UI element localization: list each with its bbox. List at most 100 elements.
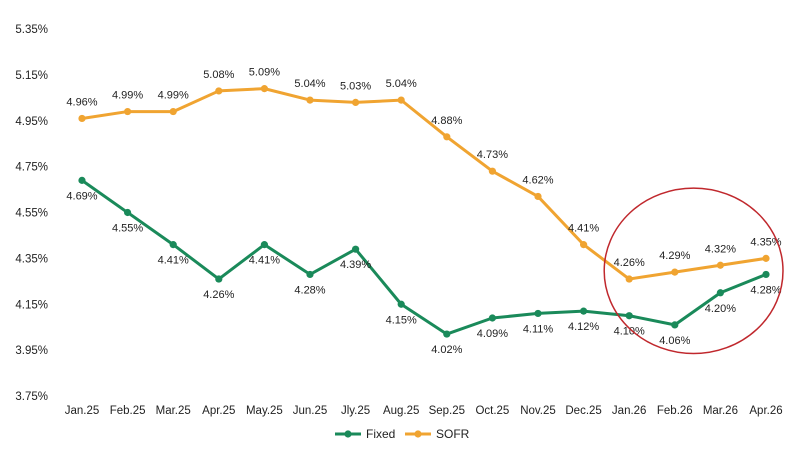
data-label-fixed: 4.41% [249, 255, 280, 267]
y-tick-label: 3.95% [15, 345, 48, 357]
legend-marker-fixed [344, 430, 352, 438]
series-line-sofr [80, 87, 768, 281]
series-line-fixed [80, 178, 768, 336]
data-point-fixed [671, 321, 679, 329]
x-axis: Jan.25 Feb.25 Mar.25 Apr.25 May.25 Jun.25 Jly.… [65, 405, 783, 417]
series-layer [78, 85, 770, 338]
data-point-fixed [625, 312, 633, 320]
legend-label-sofr: SOFR [436, 427, 470, 441]
data-label-fixed: 4.28% [294, 284, 325, 296]
y-axis: 3.75% 3.95% 4.15% 4.35% 4.55% 4.75% 4.95% 5.15%… [15, 24, 48, 403]
data-label-sofr: 4.35% [750, 236, 781, 248]
x-tick-label: Mar.25 [156, 405, 191, 417]
data-point-fixed [762, 270, 770, 279]
x-tick-label: Nov.25 [520, 405, 556, 417]
data-label-sofr: 4.62% [522, 174, 553, 186]
data-point-sofr [443, 133, 451, 141]
data-point-sofr [352, 98, 360, 106]
legend-marker-sofr [414, 430, 422, 438]
data-label-fixed: 4.15% [386, 314, 417, 326]
data-label-sofr: 5.09% [249, 67, 280, 79]
data-point-sofr [260, 85, 268, 93]
data-label-fixed: 4.02% [431, 344, 462, 356]
y-tick-label: 5.15% [15, 70, 48, 82]
x-tick-label: Oct.25 [475, 405, 509, 417]
data-label-fixed: 4.20% [705, 303, 736, 315]
data-label-sofr: 5.03% [340, 80, 371, 92]
data-label-sofr: 5.04% [386, 78, 417, 90]
data-label-fixed: 4.06% [659, 335, 690, 347]
data-point-fixed [534, 309, 542, 318]
data-label-fixed: 4.26% [203, 289, 234, 301]
data-label-sofr: 4.88% [431, 115, 462, 127]
data-label-fixed: 4.11% [523, 323, 554, 335]
x-tick-label: Apr.25 [202, 405, 235, 417]
data-point-sofr [169, 107, 177, 116]
data-point-sofr [716, 261, 725, 269]
x-tick-label: Jly.25 [341, 405, 370, 417]
data-point-sofr [625, 275, 633, 283]
x-tick-label: Apr.26 [749, 405, 782, 417]
data-point-fixed [580, 307, 588, 315]
x-tick-label: Mar.26 [703, 405, 738, 417]
legend-label-fixed: Fixed [366, 427, 395, 441]
data-label-fixed: 4.69% [66, 190, 97, 202]
y-tick-label: 4.55% [15, 208, 48, 220]
data-point-sofr [580, 241, 588, 249]
data-point-fixed [488, 314, 496, 322]
data-label-sofr: 5.04% [294, 78, 325, 90]
y-tick-label: 3.75% [15, 391, 48, 403]
data-point-sofr [397, 96, 405, 104]
data-label-sofr: 5.08% [203, 69, 234, 81]
x-tick-label: Jun.25 [293, 405, 328, 417]
y-tick-label: 4.35% [15, 253, 48, 265]
data-point-fixed [124, 208, 132, 217]
x-tick-label: Feb.26 [657, 405, 693, 417]
data-point-sofr [78, 114, 86, 123]
data-label-fixed: 4.09% [477, 328, 508, 340]
data-point-fixed [397, 300, 405, 308]
annotation-layer [603, 187, 784, 355]
y-tick-label: 4.75% [15, 162, 48, 174]
data-label-sofr: 4.41% [568, 223, 599, 235]
y-tick-label: 4.15% [15, 299, 48, 311]
x-tick-label: Jan.25 [65, 405, 100, 417]
x-tick-label: Feb.25 [110, 405, 146, 417]
data-point-sofr [306, 96, 314, 104]
data-point-fixed [352, 245, 360, 253]
x-tick-label: Dec.25 [565, 405, 601, 417]
y-tick-label: 4.95% [15, 116, 48, 128]
data-point-sofr [488, 167, 496, 175]
data-point-fixed [716, 289, 725, 297]
data-point-fixed [78, 176, 86, 184]
data-label-sofr: 4.26% [614, 257, 645, 269]
data-label-sofr: 4.99% [158, 90, 189, 102]
legend: Fixed SOFR [335, 427, 470, 441]
data-point-fixed [443, 330, 451, 338]
x-tick-label: Sep.25 [429, 405, 465, 417]
data-point-fixed [215, 275, 223, 283]
data-point-sofr [534, 192, 542, 201]
data-point-sofr [215, 87, 223, 95]
data-label-fixed: 4.28% [750, 284, 781, 296]
data-label-fixed: 4.39% [340, 259, 371, 271]
data-point-fixed [169, 241, 177, 249]
data-point-fixed [260, 241, 268, 249]
data-label-sofr: 4.96% [66, 96, 97, 108]
x-tick-label: Jan.26 [612, 405, 647, 417]
data-label-sofr: 4.29% [659, 250, 690, 262]
data-label-fixed: 4.41% [158, 255, 189, 267]
data-label-fixed: 4.12% [568, 321, 599, 333]
x-tick-label: May.25 [246, 405, 283, 417]
y-tick-label: 5.35% [15, 24, 48, 36]
data-label-sofr: 4.99% [112, 90, 143, 102]
data-point-fixed [306, 270, 314, 279]
data-point-sofr [671, 268, 679, 276]
x-tick-label: Aug.25 [383, 405, 419, 417]
data-label-sofr: 4.73% [477, 149, 508, 161]
data-point-sofr [762, 254, 770, 262]
data-point-sofr [124, 107, 132, 116]
data-labels-layer: 4.69% 4.55% 4.41% 4.26% 4.41% 4.28% 4.39% 4.15%… [66, 67, 781, 356]
